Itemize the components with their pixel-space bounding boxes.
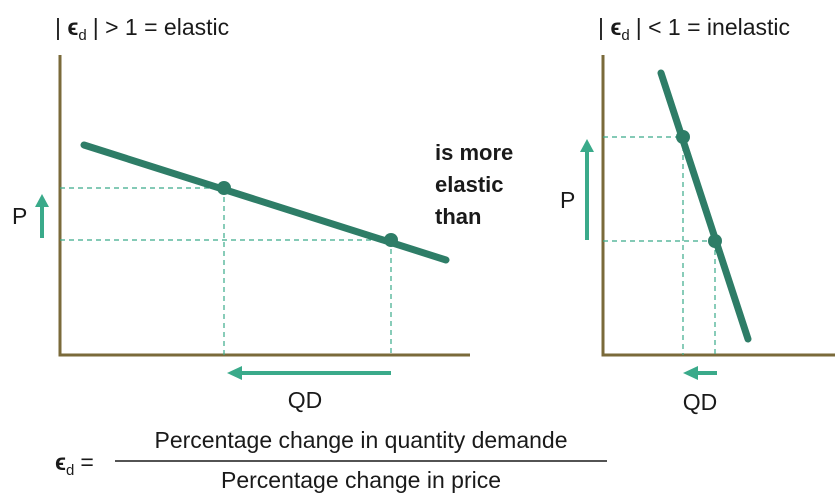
middle-text: is more — [435, 140, 513, 165]
demand-curve — [657, 69, 752, 343]
symbol: ϵ — [55, 449, 66, 475]
subscript: d — [66, 462, 74, 479]
title-suffix: | > 1 = elastic — [93, 14, 229, 40]
point — [676, 130, 690, 144]
symbol: ϵ — [610, 14, 621, 40]
equals: = — [80, 449, 93, 475]
left-title: | ϵd | > 1 = elastic — [55, 14, 229, 44]
qd-label: QD — [683, 389, 718, 415]
symbol: ϵ — [67, 14, 78, 40]
p-label: P — [560, 187, 575, 213]
point — [708, 234, 722, 248]
denominator: Percentage change in price — [221, 467, 501, 493]
numerator: Percentage change in quantity demande — [154, 427, 567, 453]
point — [384, 233, 398, 247]
subscript: d — [621, 27, 629, 44]
right-title: | ϵd | < 1 = inelastic — [598, 14, 790, 44]
title-prefix: | — [55, 14, 61, 40]
formula-left: ϵd = — [55, 449, 94, 479]
title-prefix: | — [598, 14, 604, 40]
title-suffix: | < 1 = inelastic — [636, 14, 790, 40]
subscript: d — [78, 27, 86, 44]
arrow-head — [35, 194, 49, 207]
middle-text: than — [435, 204, 481, 229]
p-label: P — [12, 203, 27, 229]
left-axes — [58, 55, 470, 357]
point — [217, 181, 231, 195]
arrow-head — [580, 139, 594, 152]
arrow-head — [683, 366, 698, 380]
right-axes — [601, 55, 835, 357]
qd-label: QD — [288, 387, 323, 413]
middle-text: elastic — [435, 172, 504, 197]
arrow-head — [227, 366, 242, 380]
